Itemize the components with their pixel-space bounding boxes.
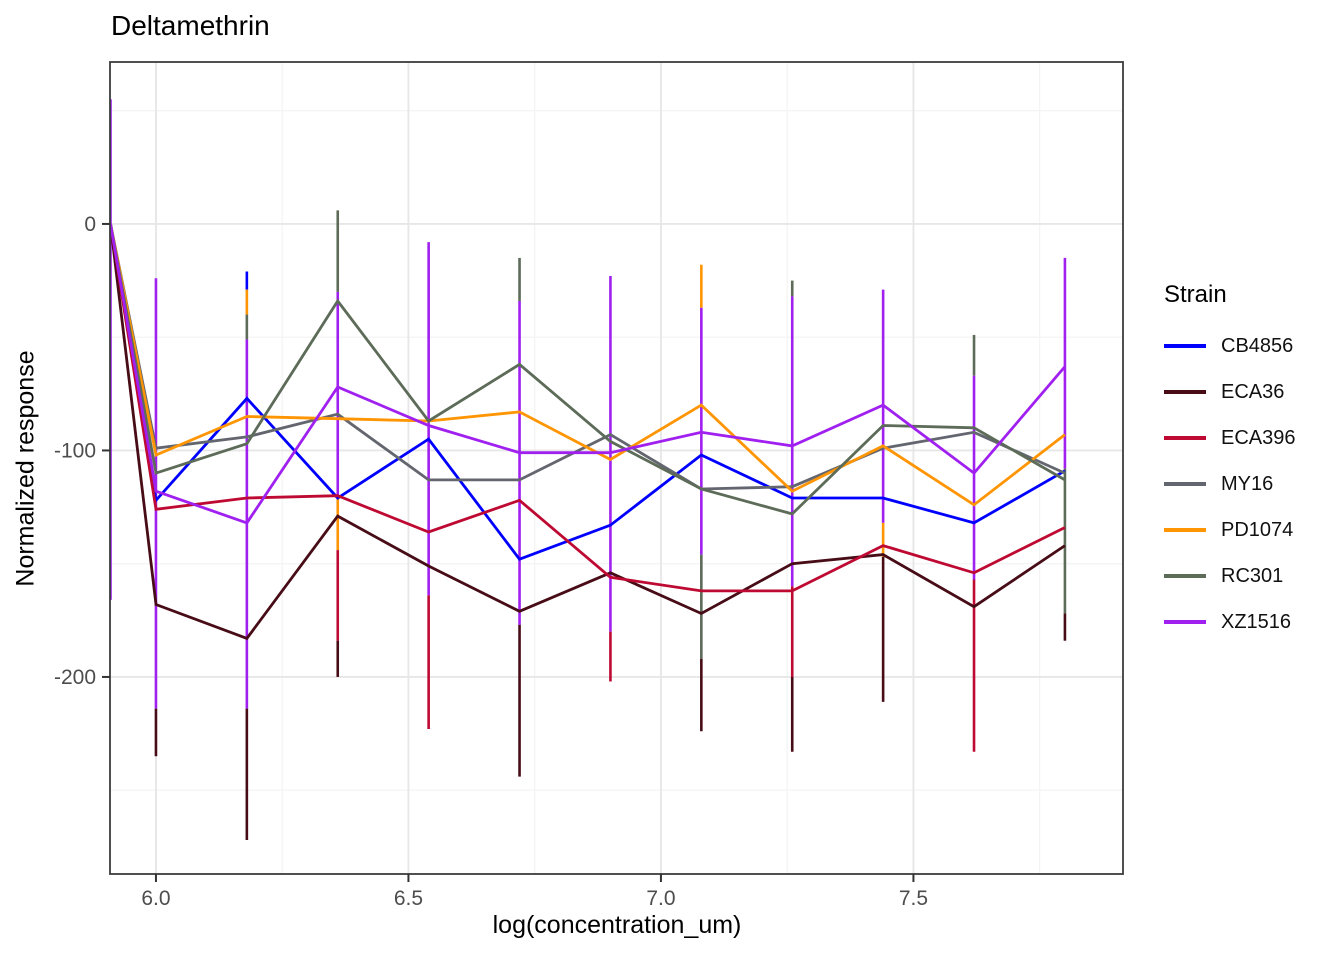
y-tick-label: 0 bbox=[84, 213, 96, 236]
panel-background bbox=[110, 62, 1123, 874]
axis-ticks: 6.0 6.5 7.0 7.5 0 -100 -200 bbox=[54, 213, 928, 910]
legend-key-line-XZ1516 bbox=[1164, 620, 1206, 624]
y-tick-label: -100 bbox=[54, 439, 96, 462]
series-lines bbox=[110, 223, 1066, 641]
legend-item-ECA36: ECA36 bbox=[1164, 381, 1296, 403]
series-line-RC301 bbox=[110, 223, 1066, 516]
legend-item-CB4856: CB4856 bbox=[1164, 335, 1296, 357]
series-line-ECA396 bbox=[110, 223, 1066, 593]
legend-item-PD1074: PD1074 bbox=[1164, 519, 1296, 541]
series-line-ECA36 bbox=[110, 223, 1066, 641]
legend-label: PD1074 bbox=[1221, 518, 1294, 541]
x-tick-label: 6.0 bbox=[141, 887, 170, 910]
panel-border bbox=[109, 61, 1124, 875]
legend-item-RC301: RC301 bbox=[1164, 565, 1296, 587]
minor-gridlines bbox=[110, 62, 1123, 874]
legend-title: Strain bbox=[1164, 281, 1227, 308]
legend-label: MY16 bbox=[1221, 472, 1274, 495]
series-line-XZ1516 bbox=[110, 223, 1066, 525]
legend-label: ECA396 bbox=[1221, 426, 1296, 449]
chart-title: Deltamethrin bbox=[111, 10, 270, 41]
x-tick-label: 7.0 bbox=[646, 887, 675, 910]
legend-label: ECA36 bbox=[1221, 380, 1285, 403]
legend-label: XZ1516 bbox=[1221, 610, 1292, 633]
series-line-MY16 bbox=[110, 223, 1066, 491]
x-axis-label: log(concentration_um) bbox=[492, 911, 742, 939]
y-tick-label: -200 bbox=[54, 666, 96, 689]
legend-label: RC301 bbox=[1221, 564, 1284, 587]
x-tick-label: 7.5 bbox=[899, 887, 928, 910]
legend-item-MY16: MY16 bbox=[1164, 473, 1296, 495]
series-line-CB4856 bbox=[110, 223, 1066, 561]
legend-key-line-MY16 bbox=[1164, 482, 1206, 486]
legend-key-line-RC301 bbox=[1164, 574, 1206, 578]
legend-item-ECA396: ECA396 bbox=[1164, 427, 1296, 449]
legend-label: CB4856 bbox=[1221, 334, 1294, 357]
legend-item-XZ1516: XZ1516 bbox=[1164, 611, 1296, 633]
legend: Strain CB4856 ECA36 ECA396 MY16 PD1074 RC301 X… bbox=[1164, 281, 1296, 657]
legend-key-line-ECA396 bbox=[1164, 436, 1206, 440]
x-tick-label: 6.5 bbox=[394, 887, 423, 910]
series-line-PD1074 bbox=[110, 223, 1066, 507]
legend-key-line-ECA36 bbox=[1164, 390, 1206, 394]
legend-entries: CB4856 ECA36 ECA396 MY16 PD1074 RC301 XZ1516 bbox=[1164, 335, 1296, 633]
legend-key-line-PD1074 bbox=[1164, 528, 1206, 532]
y-axis-label: Normalized response bbox=[11, 349, 40, 587]
legend-key-line-CB4856 bbox=[1164, 344, 1206, 348]
y-axis-label-wrap: Normalized response bbox=[0, 62, 52, 874]
